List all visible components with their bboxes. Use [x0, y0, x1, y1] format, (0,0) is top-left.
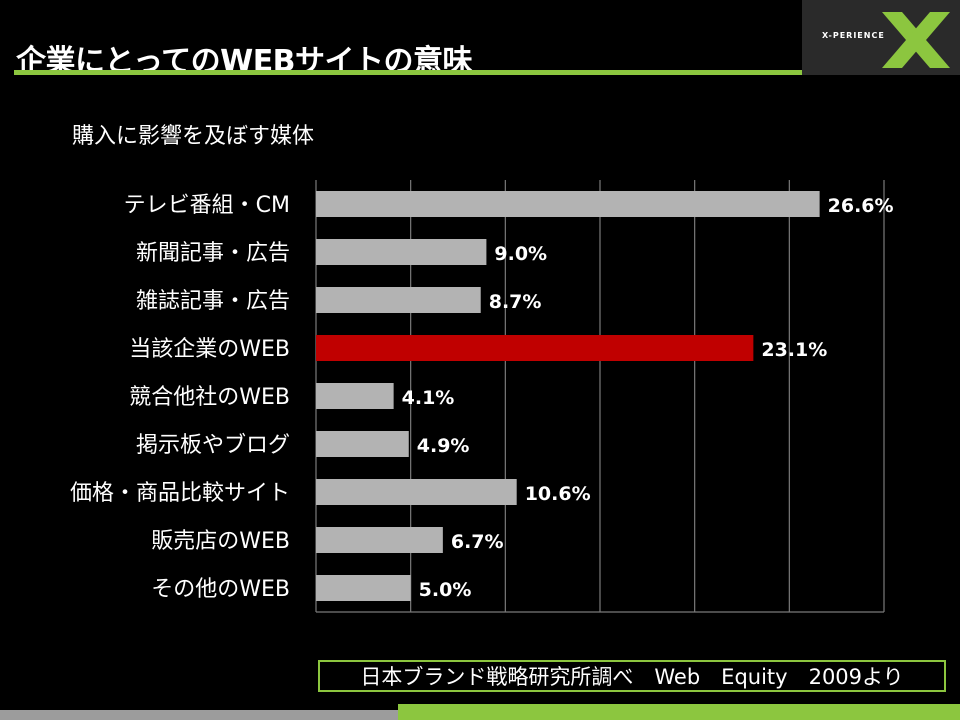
chart-title: 購入に影響を及ぼす媒体 [72, 124, 315, 149]
bar-chart: テレビ番組・CM 26.6% 新聞記事・広告 9.0% 雑誌記事・広告 8.7% 当該企業の… [70, 180, 894, 613]
data-label: 4.9% [417, 435, 470, 457]
category-label: 販売店のWEB [151, 529, 290, 554]
data-label: 26.6% [828, 195, 894, 217]
data-label: 5.0% [419, 579, 472, 601]
bar [316, 479, 517, 505]
bar [316, 383, 394, 409]
title-underline [14, 70, 802, 75]
data-label: 4.1% [402, 387, 455, 409]
bar [316, 527, 443, 553]
category-label: 価格・商品比較サイト [70, 481, 290, 506]
bar [316, 335, 754, 361]
x-perience-logo: X-PERIENCE [802, 0, 960, 75]
bar [316, 287, 481, 313]
source-note: 日本ブランド戦略研究所調べ Web Equity 2009より [318, 660, 946, 692]
category-label: その他のWEB [151, 577, 290, 602]
bar [316, 191, 820, 217]
footer-bar-gray [0, 710, 398, 720]
category-label: テレビ番組・CM [124, 193, 290, 218]
category-label: 新聞記事・広告 [136, 241, 290, 266]
bar [316, 239, 487, 265]
data-label: 6.7% [451, 531, 504, 553]
data-label: 23.1% [761, 339, 827, 361]
data-label: 9.0% [494, 243, 547, 265]
category-label: 競合他社のWEB [129, 385, 290, 410]
data-label: 10.6% [525, 483, 591, 505]
bar [316, 575, 411, 601]
x-logo-icon [882, 12, 950, 68]
bar [316, 431, 409, 457]
data-label: 8.7% [489, 291, 542, 313]
category-label: 当該企業のWEB [129, 337, 290, 362]
logo-text: X-PERIENCE [822, 31, 885, 40]
category-label: 雑誌記事・広告 [136, 289, 290, 314]
category-label: 掲示板やブログ [136, 433, 290, 458]
footer-bar-green [398, 704, 960, 720]
